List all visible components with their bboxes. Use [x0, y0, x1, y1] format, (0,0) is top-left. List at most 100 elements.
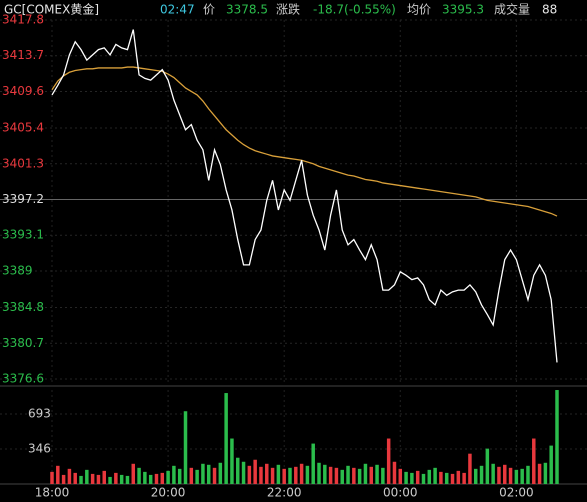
avg-label: 均价	[407, 3, 431, 17]
volume-bar	[236, 457, 240, 484]
volume-bar	[270, 467, 275, 484]
volume-bar	[456, 470, 461, 484]
volume-bar	[392, 461, 397, 484]
volume-bar	[160, 472, 165, 484]
x-tick-label: 22:00	[267, 486, 302, 500]
volume-bar	[555, 390, 559, 484]
volume-bar	[230, 438, 234, 484]
price: 3378.5	[226, 3, 268, 17]
y-tick-label: 3409.6	[2, 84, 44, 98]
volume-bar	[172, 465, 176, 484]
volume-bar	[189, 467, 194, 484]
volume-bar	[114, 472, 118, 484]
volume-bar	[317, 462, 321, 484]
volume-bar	[433, 467, 437, 484]
volume-bar	[340, 469, 344, 484]
volume-bar	[444, 472, 449, 484]
volume-bar	[479, 465, 484, 484]
x-tick-label: 18:00	[35, 486, 70, 500]
volume-bar	[85, 469, 89, 484]
y-tick-label: 3380.7	[2, 336, 44, 350]
volume-bar	[404, 471, 408, 484]
volume-bar	[473, 468, 478, 484]
volume-bar	[363, 463, 368, 484]
volume-bar	[346, 465, 350, 484]
volume-bar	[369, 466, 373, 484]
x-tick-label: 20:00	[151, 486, 186, 500]
y-tick-label: 3384.8	[2, 300, 44, 314]
volume-bar	[125, 475, 130, 484]
volume-bar	[421, 473, 426, 484]
volume-bar	[119, 474, 124, 484]
volume-bar	[520, 468, 524, 484]
volume-bar	[201, 463, 205, 484]
volume-bar	[108, 476, 112, 484]
volume-bar	[50, 471, 54, 484]
volume-bar	[218, 462, 223, 484]
time: 02:47	[160, 3, 195, 17]
volume-bar	[462, 472, 466, 484]
volume-bar	[212, 467, 217, 484]
volume-bar	[299, 463, 304, 484]
volume-bar	[450, 473, 455, 484]
volume-bar	[508, 467, 513, 484]
symbol: GC[COMEX黄金]	[4, 2, 99, 17]
volume-bar	[154, 473, 159, 484]
y-tick-label: 3393.1	[2, 228, 44, 242]
volume-bar	[334, 467, 339, 484]
volume-bar	[96, 474, 101, 484]
change-label: 涨跌	[276, 2, 300, 17]
volume-bar	[183, 411, 188, 484]
volume-bar	[398, 468, 403, 484]
volume-bar	[288, 467, 292, 484]
volume-bar	[311, 443, 315, 484]
volume-bar	[439, 471, 443, 484]
change: -18.7(-0.55%)	[313, 3, 396, 17]
volume-bar	[468, 453, 472, 484]
volume-label: 成交量	[494, 2, 530, 17]
volume-bar	[148, 474, 153, 484]
volume-bar	[323, 464, 327, 484]
x-tick-label: 00:00	[383, 486, 418, 500]
y-tick-label: 3417.8	[2, 13, 44, 27]
volume-bar	[195, 469, 199, 484]
avg-line	[51, 66, 558, 217]
volume-bar	[247, 465, 252, 484]
volume-bar	[537, 463, 542, 484]
volume-bar	[375, 464, 379, 484]
volume-bar	[224, 393, 228, 484]
volume-bar	[253, 459, 257, 484]
volume-bar	[427, 469, 432, 484]
volume-bar	[143, 471, 147, 484]
volume-bar	[532, 438, 536, 484]
volume-bar	[177, 468, 182, 484]
volume: 88	[542, 3, 557, 17]
volume-bar	[276, 464, 281, 484]
volume-bar	[206, 464, 211, 484]
volume-bar	[67, 468, 72, 484]
price-line	[51, 29, 558, 363]
y-tick-label: 3376.6	[2, 372, 44, 386]
volume-bar	[61, 474, 66, 484]
y-tick-label: 3397.2	[2, 192, 44, 206]
volume-bar	[485, 448, 490, 484]
volume-bar	[79, 475, 83, 484]
volume-bar	[415, 470, 420, 484]
y-tick-label: 3413.7	[2, 48, 44, 62]
volume-bar	[259, 466, 263, 484]
volume-bar	[265, 463, 269, 484]
volume-bar	[241, 461, 246, 484]
volume-bar	[410, 472, 414, 484]
y-tick-label: 3405.4	[2, 121, 44, 135]
volume-bar	[328, 466, 333, 484]
volume-bar	[282, 468, 286, 484]
y-tick-label: 3401.3	[2, 156, 44, 170]
volume-bar	[549, 445, 553, 484]
volume-bar	[305, 465, 310, 484]
volume-bar	[491, 463, 495, 484]
avg: 3395.3	[442, 3, 484, 17]
volume-bar	[90, 473, 95, 484]
volume-bar	[131, 463, 136, 484]
